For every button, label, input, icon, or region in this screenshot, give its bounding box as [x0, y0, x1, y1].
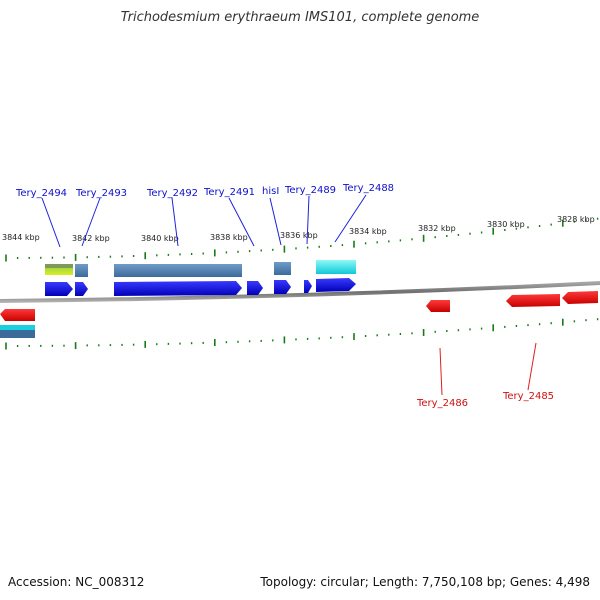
reverse-label-leaders [439, 342, 537, 396]
forward-gene-arrow[interactable] [247, 281, 263, 295]
feature-block [114, 264, 242, 277]
forward-gene-arrow[interactable] [45, 282, 73, 296]
scale-tick-label: 3836 kbp [280, 231, 318, 240]
scale-labels: 3844 kbp 3842 kbp 3840 kbp 3838 kbp 3836… [2, 215, 595, 243]
forward-genes [45, 278, 356, 296]
gene-label-tery-2493[interactable]: Tery_2493 [75, 188, 127, 199]
scale-tick-label: 3838 kbp [210, 233, 248, 242]
scale-tick-label: 3840 kbp [141, 234, 179, 243]
scale-tick-label: 3832 kbp [418, 224, 456, 233]
feature-block [0, 325, 35, 330]
scale-tick-label: 3842 kbp [72, 234, 110, 243]
genome-title: Trichodesmium erythraeum IMS101, complet… [120, 10, 480, 25]
reverse-gene-arrow[interactable] [0, 309, 35, 321]
scale-tick-label: 3834 kbp [349, 227, 387, 236]
reverse-gene-arrow[interactable] [426, 300, 450, 312]
feature-block [45, 264, 73, 268]
feature-block [316, 260, 356, 274]
forward-gene-arrow[interactable] [316, 278, 356, 292]
forward-gene-arrow[interactable] [304, 280, 312, 293]
gene-label-tery-2485[interactable]: Tery_2485 [502, 391, 554, 402]
gene-label-tery-2488[interactable]: Tery_2488 [342, 183, 394, 194]
feature-block [45, 264, 73, 275]
gene-label-tery-2486[interactable]: Tery_2486 [416, 398, 468, 409]
forward-strand-ticks [5, 217, 599, 262]
feature-block [75, 264, 88, 277]
forward-gene-arrow[interactable] [75, 282, 88, 296]
scale-tick-label: 3844 kbp [2, 233, 40, 242]
genome-backbone [0, 281, 600, 303]
feature-blocks [0, 260, 356, 338]
forward-gene-labels: Tery_2494 Tery_2493 Tery_2492 Tery_2491 … [15, 183, 394, 199]
scale-tick-label: 3828 kbp [557, 215, 595, 224]
genome-info-label: Topology: circular; Length: 7,750,108 bp… [260, 575, 590, 589]
reverse-gene-labels: Tery_2486 Tery_2485 [416, 391, 554, 409]
feature-block [274, 262, 291, 275]
scale-tick-label: 3830 kbp [487, 220, 525, 229]
reverse-strand-ticks [5, 318, 599, 350]
forward-gene-arrow[interactable] [274, 280, 291, 294]
gene-label-tery-2492[interactable]: Tery_2492 [146, 188, 198, 199]
forward-gene-arrow[interactable] [114, 281, 242, 296]
reverse-gene-arrow[interactable] [506, 294, 560, 307]
accession-label: Accession: NC_008312 [8, 575, 145, 589]
gene-label-tery-2489[interactable]: Tery_2489 [284, 185, 336, 196]
gene-label-hisi[interactable]: hisI [262, 186, 279, 197]
reverse-gene-arrow[interactable] [562, 291, 598, 304]
gene-label-tery-2491[interactable]: Tery_2491 [203, 187, 255, 198]
gene-label-tery-2494[interactable]: Tery_2494 [15, 188, 67, 199]
reverse-genes [0, 291, 598, 321]
forward-label-leaders [41, 194, 367, 248]
